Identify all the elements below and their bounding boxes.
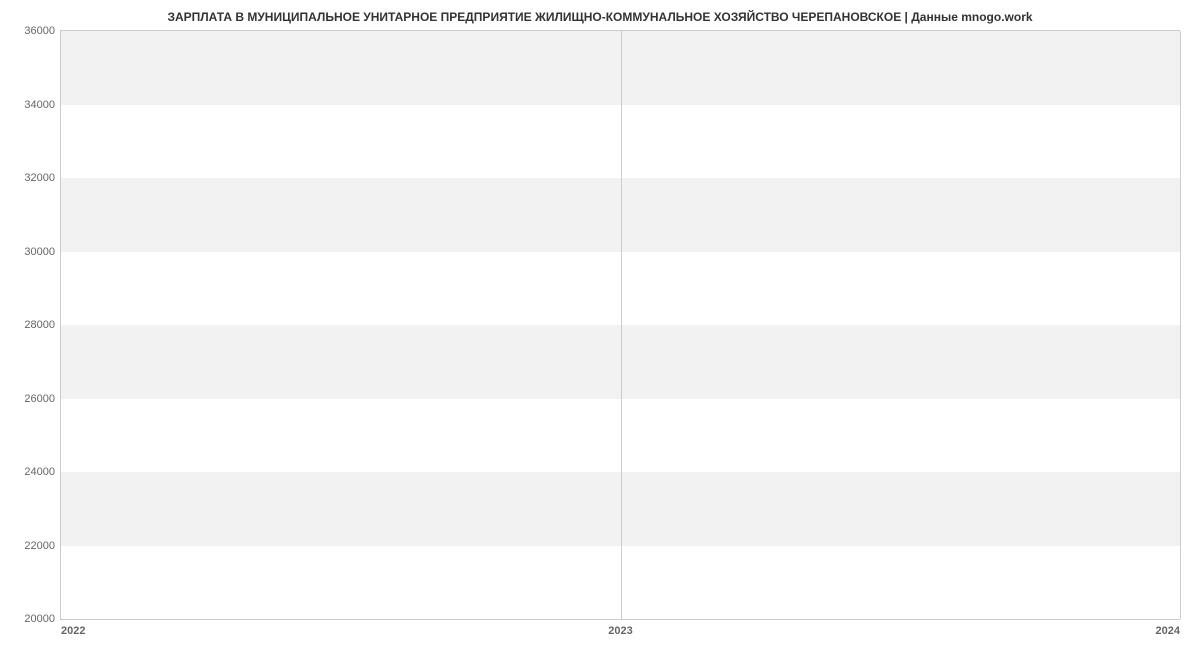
x-tick-label: 2022 [61, 619, 85, 637]
chart-title: ЗАРПЛАТА В МУНИЦИПАЛЬНОЕ УНИТАРНОЕ ПРЕДП… [0, 0, 1200, 28]
grid-vertical [621, 31, 622, 619]
y-tick-label: 34000 [24, 99, 61, 111]
plot-wrap: 2000022000240002600028000300003200034000… [60, 30, 1180, 620]
plot-area: 2000022000240002600028000300003200034000… [60, 30, 1180, 620]
x-tick-label: 2024 [1156, 619, 1180, 637]
y-tick-label: 32000 [24, 172, 61, 184]
y-tick-label: 28000 [24, 319, 61, 331]
y-tick-label: 36000 [24, 25, 61, 37]
y-tick-label: 22000 [24, 540, 61, 552]
y-tick-label: 30000 [24, 246, 61, 258]
grid-vertical [1180, 31, 1181, 619]
y-tick-label: 24000 [24, 466, 61, 478]
salary-line-chart: ЗАРПЛАТА В МУНИЦИПАЛЬНОЕ УНИТАРНОЕ ПРЕДП… [0, 0, 1200, 650]
y-tick-label: 26000 [24, 393, 61, 405]
y-tick-label: 20000 [24, 613, 61, 625]
x-tick-label: 2023 [608, 619, 632, 637]
